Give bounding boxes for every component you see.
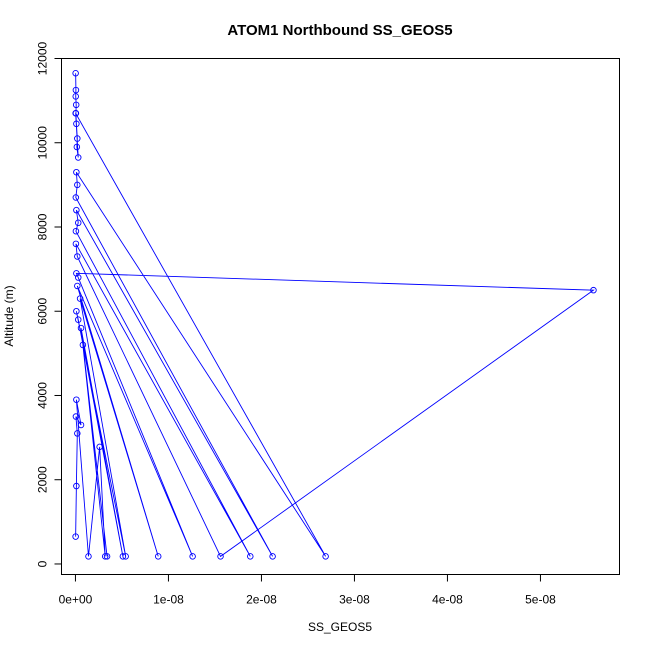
y-tick-label: 0 xyxy=(36,560,50,567)
data-point xyxy=(101,553,109,560)
data-point xyxy=(74,135,81,142)
data-point xyxy=(322,553,329,560)
data-point xyxy=(73,396,80,403)
data-point xyxy=(72,240,80,248)
plot-box xyxy=(61,58,620,575)
data-point xyxy=(154,553,162,560)
x-tick-label: 5e-08 xyxy=(525,593,556,607)
data-point xyxy=(79,341,87,349)
data-point xyxy=(269,553,276,560)
data-point xyxy=(72,93,79,100)
data-point xyxy=(247,553,254,560)
data-point xyxy=(85,553,92,560)
chart-title: ATOM1 Northbound SS_GEOS5 xyxy=(227,22,452,39)
data-point xyxy=(74,316,82,323)
data-point xyxy=(73,307,80,315)
x-axis-label: SS_GEOS5 xyxy=(308,620,372,634)
data-point xyxy=(72,69,79,77)
data-point xyxy=(73,143,81,151)
data-point xyxy=(77,324,85,332)
data-point xyxy=(72,413,80,420)
data-point xyxy=(72,86,80,94)
data-point xyxy=(72,194,80,201)
data-point xyxy=(74,219,82,227)
x-tick-label: 2e-08 xyxy=(246,593,277,607)
x-tick-label: 1e-08 xyxy=(153,593,184,607)
y-tick-label: 4000 xyxy=(36,382,50,409)
y-tick-label: 10000 xyxy=(36,126,50,160)
y-tick-label: 6000 xyxy=(36,298,50,325)
data-point xyxy=(73,168,80,176)
data-point xyxy=(590,286,597,294)
data-point xyxy=(122,553,129,560)
data-point xyxy=(103,553,111,560)
y-axis: 0 2000 4000 6000 8000 10000 12000 xyxy=(36,41,62,567)
data-point xyxy=(72,533,79,540)
data-point xyxy=(74,181,81,189)
data-point xyxy=(74,282,81,290)
data-point xyxy=(72,110,79,117)
y-tick-label: 8000 xyxy=(36,213,50,240)
x-tick-label: 0e+00 xyxy=(59,593,93,607)
x-tick-label: 3e-08 xyxy=(339,593,370,607)
data-point xyxy=(119,553,127,560)
data-point xyxy=(73,482,80,490)
data-point xyxy=(73,120,80,128)
x-axis: 0e+00 1e-08 2e-08 3e-08 4e-08 5e-08 xyxy=(59,574,556,607)
data-point xyxy=(217,553,224,560)
data-point xyxy=(74,274,82,281)
data-point xyxy=(77,421,85,429)
series-path xyxy=(75,73,595,558)
y-axis-label: Altitude (m) xyxy=(2,285,16,346)
data-point xyxy=(74,154,82,161)
y-tick-label: 12000 xyxy=(36,41,50,75)
data-point xyxy=(72,227,80,235)
x-tick-label: 4e-08 xyxy=(432,593,463,607)
data-point xyxy=(73,270,80,277)
data-point xyxy=(96,443,103,451)
data-point xyxy=(189,553,196,560)
data-point xyxy=(72,101,80,109)
data-point xyxy=(74,430,81,437)
series-points xyxy=(72,69,597,560)
data-point xyxy=(76,295,84,302)
y-tick-label: 2000 xyxy=(36,466,50,493)
data-point xyxy=(74,253,81,260)
data-point xyxy=(73,206,80,214)
series-line xyxy=(75,73,595,558)
